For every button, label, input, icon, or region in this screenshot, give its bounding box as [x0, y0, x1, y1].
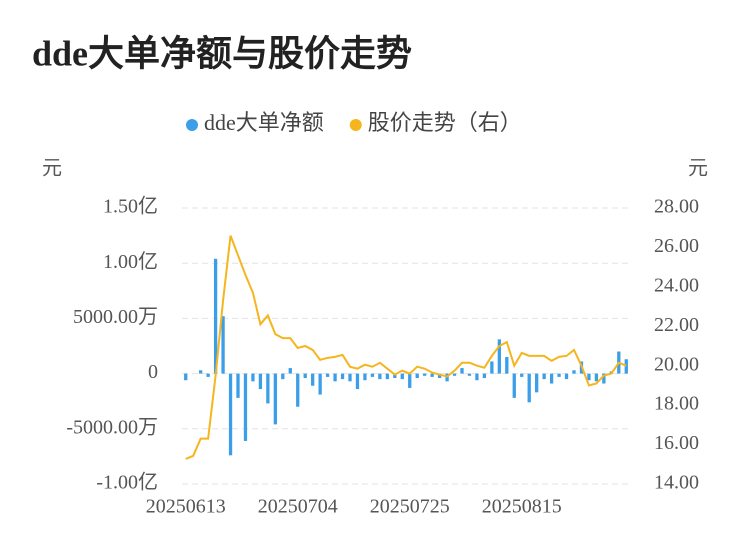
- bar: [258, 373, 263, 390]
- bar: [348, 373, 352, 382]
- x-tick-label: 20250725: [370, 496, 450, 518]
- x-tick-label: 20250613: [146, 496, 226, 518]
- bar: [213, 258, 218, 374]
- bar: [505, 357, 509, 374]
- bar: [251, 373, 255, 382]
- bar: [490, 361, 494, 374]
- y-tick-label: 1.00亿: [103, 250, 158, 273]
- bar: [184, 373, 188, 381]
- bar: [385, 373, 389, 380]
- bar: [423, 373, 427, 376]
- bar: [243, 373, 248, 441]
- bar: [460, 368, 464, 374]
- bar: [236, 373, 240, 398]
- bar: [273, 373, 277, 425]
- bar: [221, 316, 225, 374]
- bar: [602, 373, 606, 384]
- bar: [437, 373, 442, 379]
- y-tick-label: 5000.00万: [73, 306, 158, 328]
- x-tick-label: 20250815: [482, 496, 562, 518]
- bar: [587, 373, 591, 381]
- bar: [542, 373, 546, 380]
- bar: [370, 373, 375, 377]
- x-tick-label: 20250704: [258, 496, 338, 518]
- bar: [266, 373, 270, 404]
- bar: [482, 373, 487, 379]
- legend-marker: [186, 119, 198, 131]
- y2-tick-label: 16.00: [654, 432, 699, 454]
- bar: [400, 373, 404, 380]
- y-tick-label: 0: [148, 361, 158, 383]
- y2-tick-label: 20.00: [654, 353, 699, 375]
- bar: [393, 373, 397, 379]
- bar: [378, 373, 382, 380]
- y2-tick-label: 22.00: [654, 314, 699, 336]
- bar: [355, 373, 360, 390]
- bar: [296, 373, 300, 407]
- y2-tick-label: 28.00: [654, 196, 699, 218]
- bar: [557, 373, 561, 377]
- bar: [288, 368, 292, 374]
- bar: [363, 373, 367, 381]
- bar: [497, 339, 501, 374]
- bar: [624, 359, 628, 374]
- bar: [333, 373, 337, 382]
- y-axis-label: 元: [42, 158, 62, 180]
- bar: [512, 373, 516, 398]
- bar: [430, 373, 434, 377]
- bar: [527, 373, 531, 403]
- bar: [303, 373, 307, 379]
- bar: [475, 373, 479, 381]
- bar: [564, 373, 569, 380]
- bar: [318, 373, 322, 395]
- y2-axis-label: 元: [688, 158, 708, 180]
- y-tick-label: -1.00亿: [96, 471, 158, 494]
- chart-title: dde大单净额与股价走势: [32, 33, 412, 73]
- bar: [325, 373, 330, 377]
- price-line: [185, 235, 627, 460]
- bar: [340, 373, 345, 380]
- bar: [549, 373, 554, 384]
- bar: [520, 373, 524, 377]
- bar: [408, 373, 412, 388]
- bar: [467, 373, 472, 376]
- legend-label: 股价走势（右）: [368, 110, 522, 135]
- bar: [452, 373, 457, 376]
- bar: [199, 370, 203, 374]
- y2-tick-label: 26.00: [654, 235, 699, 257]
- y2-tick-label: 14.00: [654, 472, 699, 494]
- y2-tick-label: 24.00: [654, 274, 699, 296]
- bar: [311, 373, 315, 386]
- bar: [572, 370, 576, 374]
- bar: [206, 373, 210, 377]
- legend-marker: [349, 119, 362, 131]
- y-tick-label: 1.50亿: [103, 195, 158, 218]
- y-tick-label: -5000.00万: [66, 416, 158, 438]
- legend-label: dde大单净额: [204, 110, 324, 135]
- bar: [535, 373, 539, 393]
- y2-tick-label: 18.00: [654, 393, 699, 415]
- bar: [594, 373, 599, 382]
- bar: [228, 373, 233, 456]
- bar: [281, 373, 285, 380]
- bar: [415, 373, 419, 379]
